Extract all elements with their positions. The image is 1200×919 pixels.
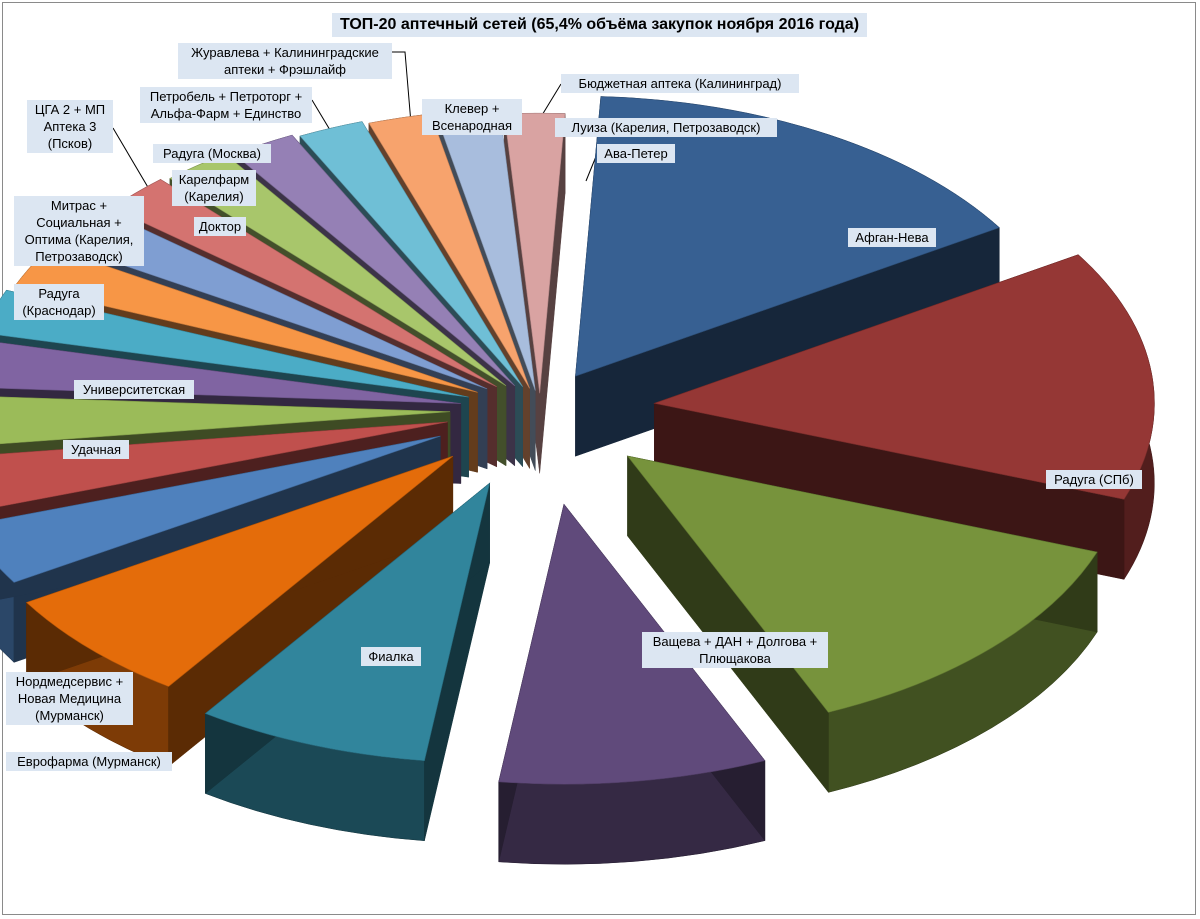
label-ava-peter: Ава-Петер: [597, 144, 675, 163]
slice-top: [0, 396, 451, 445]
label-evrofarma: Еврофарма (Мурманск): [6, 752, 172, 771]
label-nordmedservis: Нордмедсервис + Новая Медицина (Мурманск…: [6, 672, 133, 725]
label-luiza: Луиза (Карелия, Петрозаводск): [555, 118, 777, 137]
label-zhuravleva: Журавлева + Калининградские аптеки + Фрэ…: [178, 43, 392, 79]
label-petrobel: Петробель + Петроторг + Альфа-Фарм + Еди…: [140, 87, 312, 123]
slice-top: [25, 455, 454, 687]
pie-slices: [0, 96, 1155, 865]
pie-slice-2: [626, 455, 1098, 794]
label-doktor: Доктор: [194, 217, 246, 236]
label-udachnaya: Удачная: [63, 440, 129, 459]
label-mitras: Митрас + Социальная + Оптима (Карелия, П…: [14, 196, 144, 266]
label-raduga-moskva: Радуга (Москва): [153, 144, 271, 163]
chart-title: ТОП-20 аптечный сетей (65,4% объёма заку…: [332, 13, 867, 37]
slice-top: [0, 435, 441, 583]
slice-top: [204, 482, 491, 762]
label-universitetskaya: Университетская: [74, 380, 194, 399]
label-vashcheva-dan: Ващева + ДАН + Долгова + Плющакова: [642, 632, 828, 668]
pie-slice-4: [204, 482, 491, 842]
pie-slice-3: [498, 503, 766, 865]
label-karelfarm: Карелфарм (Карелия): [172, 170, 256, 206]
slice-top: [498, 503, 766, 785]
label-fialka: Фиалка: [361, 647, 421, 666]
slice-top: [0, 289, 469, 398]
label-klever: Клевер + Всенародная: [422, 99, 522, 135]
slice-top: [575, 96, 1000, 377]
label-raduga-spb: Радуга (СПб): [1046, 470, 1142, 489]
label-raduga-krasnodar: Радуга (Краснодар): [14, 284, 104, 320]
slice-top: [0, 421, 448, 507]
label-byudzhetnaya: Бюджетная аптека (Калининград): [561, 74, 799, 93]
label-afgan-neva: Афган-Нева: [848, 228, 936, 247]
slice-top: [299, 121, 523, 387]
slice-top: [626, 455, 1098, 713]
label-tsga: ЦГА 2 + МП Аптека 3 (Псков): [27, 100, 113, 153]
